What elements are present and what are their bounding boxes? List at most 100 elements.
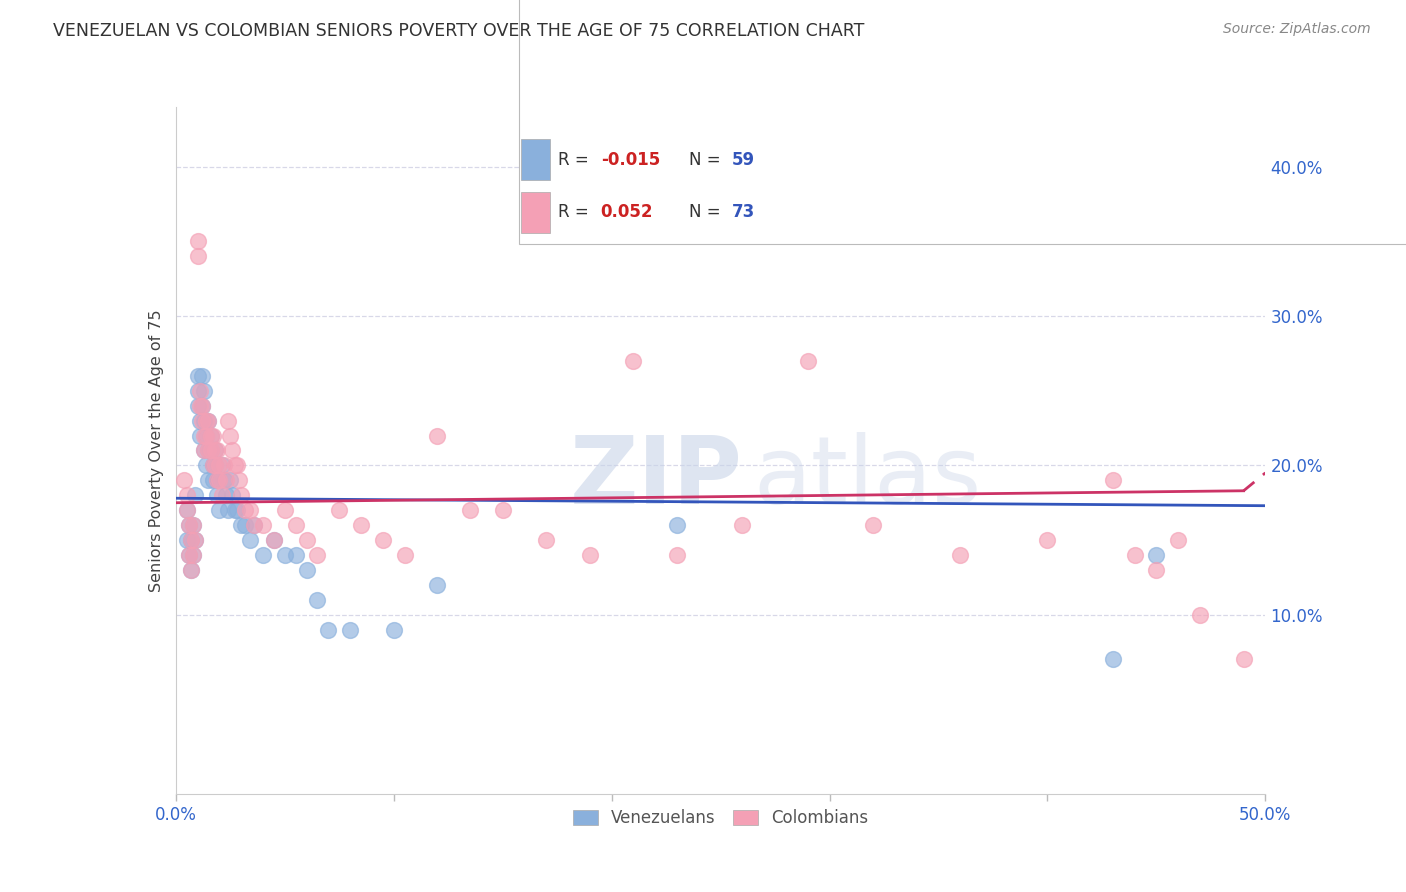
Colombians	[796, 354, 818, 368]
Colombians	[197, 443, 219, 458]
Venezuelans	[184, 488, 207, 502]
Colombians	[579, 548, 602, 562]
Venezuelans	[295, 563, 318, 577]
Colombians	[208, 458, 231, 473]
Colombians	[173, 473, 195, 487]
Venezuelans	[177, 518, 200, 533]
Colombians	[217, 414, 239, 428]
Colombians	[350, 518, 373, 533]
Colombians	[224, 458, 246, 473]
Venezuelans	[211, 458, 233, 473]
Colombians	[263, 533, 285, 547]
Venezuelans	[284, 548, 307, 562]
Colombians	[215, 473, 238, 487]
Colombians	[394, 548, 416, 562]
Colombians	[176, 503, 198, 517]
Venezuelans	[339, 623, 361, 637]
Colombians	[1123, 548, 1146, 562]
Colombians	[1036, 533, 1059, 547]
Venezuelans	[224, 503, 246, 517]
Venezuelans	[186, 384, 209, 398]
Colombians	[731, 518, 754, 533]
Venezuelans	[195, 428, 218, 442]
Venezuelans	[235, 518, 257, 533]
Venezuelans	[186, 368, 209, 383]
Colombians	[949, 548, 972, 562]
Colombians	[208, 473, 231, 487]
Text: atlas: atlas	[754, 432, 981, 524]
Colombians	[492, 503, 515, 517]
Venezuelans	[181, 518, 204, 533]
Venezuelans	[197, 443, 219, 458]
Venezuelans	[1102, 652, 1125, 666]
Colombians	[180, 563, 202, 577]
Venezuelans	[180, 563, 202, 577]
Venezuelans	[191, 368, 214, 383]
Venezuelans	[176, 533, 198, 547]
Colombians	[307, 548, 329, 562]
Venezuelans	[318, 623, 340, 637]
Colombians	[328, 503, 350, 517]
Colombians	[177, 518, 200, 533]
Colombians	[274, 503, 297, 517]
Colombians	[666, 548, 689, 562]
Colombians	[186, 235, 209, 249]
Colombians	[184, 533, 207, 547]
Venezuelans	[307, 592, 329, 607]
Colombians	[204, 443, 226, 458]
Colombians	[231, 488, 253, 502]
Colombians	[225, 458, 247, 473]
Colombians	[228, 473, 250, 487]
Venezuelans	[212, 473, 235, 487]
Venezuelans	[208, 503, 231, 517]
Colombians	[201, 428, 224, 442]
Colombians	[181, 518, 204, 533]
Colombians	[191, 399, 214, 413]
Colombians	[181, 548, 204, 562]
Venezuelans	[243, 518, 266, 533]
Venezuelans	[188, 428, 211, 442]
Venezuelans	[225, 503, 247, 517]
Legend: Venezuelans, Colombians: Venezuelans, Colombians	[567, 802, 875, 834]
Colombians	[191, 414, 214, 428]
Text: VENEZUELAN VS COLOMBIAN SENIORS POVERTY OVER THE AGE OF 75 CORRELATION CHART: VENEZUELAN VS COLOMBIAN SENIORS POVERTY …	[53, 22, 865, 40]
Colombians	[1144, 563, 1167, 577]
Colombians	[212, 458, 235, 473]
Venezuelans	[180, 533, 202, 547]
Colombians	[243, 518, 266, 533]
Venezuelans	[188, 414, 211, 428]
Colombians	[235, 503, 257, 517]
Venezuelans	[205, 488, 228, 502]
Colombians	[284, 518, 307, 533]
Venezuelans	[184, 533, 207, 547]
Colombians	[1167, 533, 1189, 547]
Colombians	[371, 533, 394, 547]
Venezuelans	[176, 503, 198, 517]
Venezuelans	[1144, 548, 1167, 562]
Colombians	[205, 443, 228, 458]
Venezuelans	[195, 458, 218, 473]
Colombians	[195, 428, 218, 442]
Venezuelans	[191, 399, 214, 413]
Colombians	[180, 533, 202, 547]
Venezuelans	[215, 488, 238, 502]
Colombians	[221, 443, 243, 458]
Venezuelans	[252, 548, 274, 562]
Venezuelans	[274, 548, 297, 562]
Venezuelans	[193, 414, 215, 428]
Colombians	[1189, 607, 1212, 622]
Venezuelans	[208, 473, 231, 487]
Colombians	[458, 503, 481, 517]
Colombians	[177, 548, 200, 562]
Colombians	[193, 443, 215, 458]
Colombians	[201, 458, 224, 473]
Colombians	[193, 428, 215, 442]
Venezuelans	[239, 533, 262, 547]
Colombians	[197, 414, 219, 428]
Colombians	[534, 533, 557, 547]
Colombians	[176, 488, 198, 502]
Venezuelans	[219, 473, 242, 487]
Colombians	[1102, 473, 1125, 487]
Venezuelans	[217, 503, 239, 517]
Colombians	[195, 414, 218, 428]
